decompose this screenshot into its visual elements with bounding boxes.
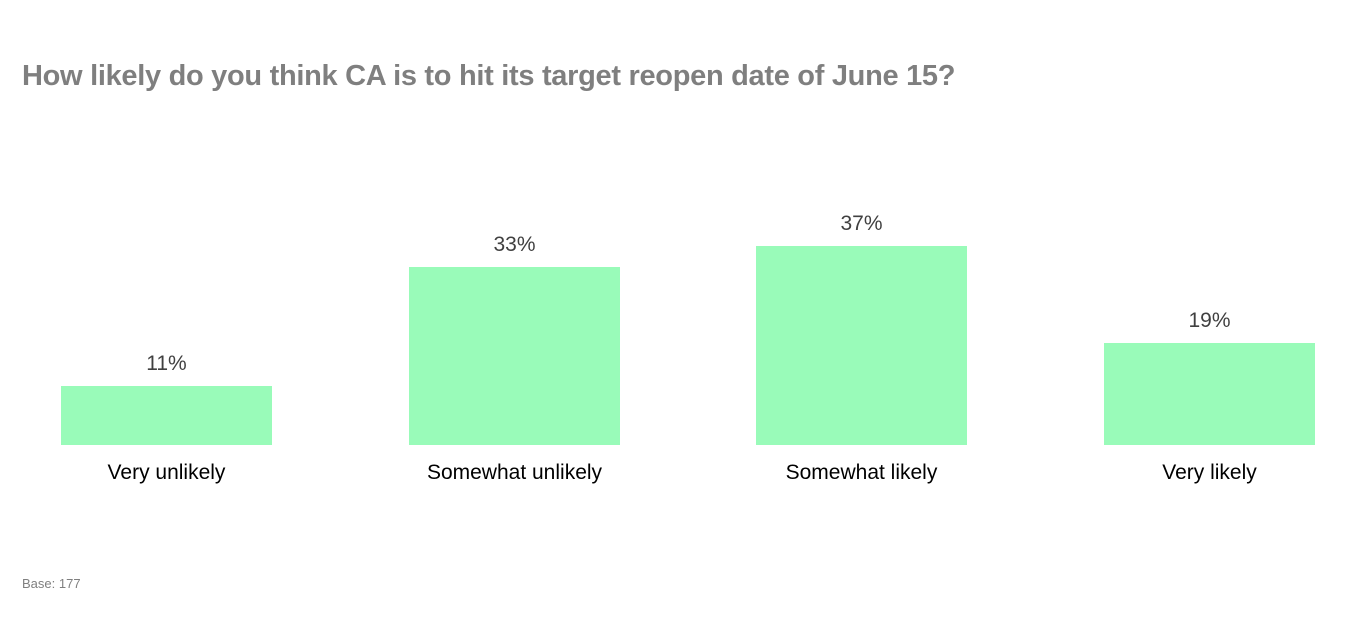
bar-somewhat-unlikely <box>409 267 620 445</box>
bar-very-unlikely <box>61 386 272 445</box>
category-label: Somewhat likely <box>785 461 938 484</box>
data-label: 37% <box>840 212 883 235</box>
category-label: Very unlikely <box>107 461 226 484</box>
bar-very-likely <box>1104 343 1315 445</box>
category-label: Somewhat unlikely <box>426 461 603 484</box>
data-label: 19% <box>1188 309 1231 332</box>
base-footnote: Base: 177 <box>22 576 81 591</box>
data-label: 11% <box>146 352 187 375</box>
data-label: 33% <box>493 233 536 256</box>
bar-somewhat-likely <box>756 246 967 445</box>
category-label: Very likely <box>1162 461 1257 484</box>
chart-title: How likely do you think CA is to hit its… <box>22 60 956 92</box>
